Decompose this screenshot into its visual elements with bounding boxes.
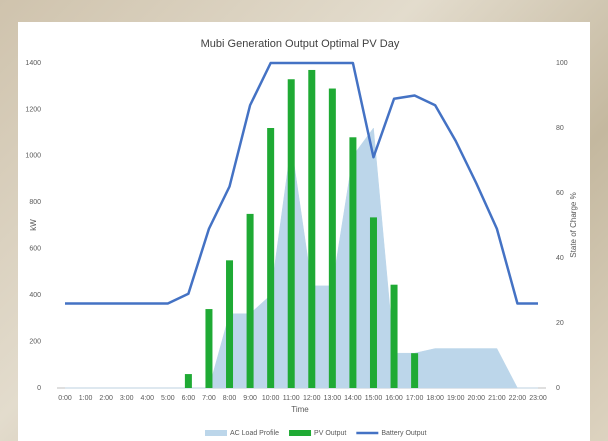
legend-swatch — [289, 430, 311, 436]
legend-swatch — [205, 430, 227, 436]
x-tick-label: 2:00 — [99, 395, 113, 402]
x-tick-label: 14:00 — [344, 395, 362, 402]
bar — [288, 79, 295, 388]
x-tick-label: 4:00 — [140, 395, 154, 402]
y-tick-label: 0 — [37, 385, 41, 392]
x-tick-label: 18:00 — [426, 395, 444, 402]
x-tick-label: 10:00 — [262, 395, 280, 402]
x-tick-label: 21:00 — [488, 395, 506, 402]
x-tick-label: 7:00 — [202, 395, 216, 402]
x-tick-label: 3:00 — [120, 395, 134, 402]
chart-title: Mubi Generation Output Optimal PV Day — [201, 38, 400, 50]
chart: Mubi Generation Output Optimal PV Day Ti… — [0, 0, 608, 441]
y2-tick-label: 40 — [556, 255, 564, 262]
y2-tick-label: 80 — [556, 125, 564, 132]
x-tick-label: 1:00 — [79, 395, 93, 402]
y2-tick-label: 60 — [556, 190, 564, 197]
bar — [349, 137, 356, 388]
page: Mubi Generation Output Optimal PV Day Ti… — [0, 0, 608, 441]
x-tick-label: 5:00 — [161, 395, 175, 402]
y2-tick-label: 100 — [556, 60, 568, 67]
x-tick-label: 23:00 — [529, 395, 547, 402]
bar — [247, 214, 254, 388]
x-tick-label: 16:00 — [385, 395, 403, 402]
y-tick-label: 800 — [29, 199, 41, 206]
y2-tick-label: 20 — [556, 320, 564, 327]
y2-axis-label: State of Charge % — [569, 192, 578, 257]
x-tick-label: 11:00 — [283, 395, 300, 402]
legend-label: Battery Output — [381, 430, 426, 437]
y2-tick-label: 0 — [556, 385, 560, 392]
x-tick-label: 9:00 — [243, 395, 257, 402]
x-tick-label: 17:00 — [406, 395, 424, 402]
x-tick-label: 13:00 — [324, 395, 342, 402]
x-tick-label: 6:00 — [182, 395, 196, 402]
bar — [205, 309, 212, 388]
bar — [329, 89, 336, 388]
y-tick-label: 200 — [29, 338, 41, 345]
y-tick-label: 600 — [29, 246, 41, 253]
x-axis-label: Time — [291, 405, 309, 414]
bar — [185, 374, 192, 388]
bar — [226, 260, 233, 388]
y-tick-label: 400 — [29, 292, 41, 299]
x-tick-label: 12:00 — [303, 395, 321, 402]
bar — [267, 128, 274, 388]
y-axis-label: kW — [29, 219, 38, 231]
y-tick-label: 1400 — [25, 60, 41, 67]
legend-label: AC Load Profile — [230, 430, 279, 437]
legend-label: PV Output — [314, 430, 346, 437]
y-tick-label: 1200 — [25, 106, 41, 113]
x-tick-label: 8:00 — [223, 395, 237, 402]
bar — [411, 353, 418, 388]
x-tick-label: 20:00 — [468, 395, 486, 402]
x-tick-label: 0:00 — [58, 395, 72, 402]
x-tick-label: 22:00 — [509, 395, 527, 402]
bar — [370, 217, 377, 388]
x-tick-label: 19:00 — [447, 395, 465, 402]
x-tick-label: 15:00 — [365, 395, 383, 402]
bar — [391, 285, 398, 388]
y-tick-label: 1000 — [25, 153, 41, 160]
bar — [308, 70, 315, 388]
